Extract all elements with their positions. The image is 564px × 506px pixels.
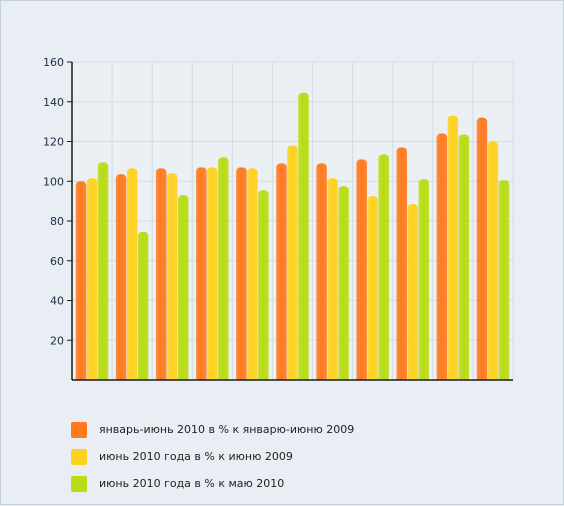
bar-series-1-cat-7	[316, 163, 327, 384]
y-tick-label: 100	[43, 175, 64, 188]
bar-series-3-cat-8	[378, 154, 389, 384]
bar-series-1-cat-3	[155, 168, 167, 384]
bar-series-1-cat-9	[396, 147, 408, 384]
y-tick-label: 160	[43, 56, 64, 69]
bar-series-2-cat-6	[287, 145, 298, 384]
bar-series-3-cat-11	[498, 180, 510, 384]
bar-series-1-cat-5	[236, 167, 247, 384]
legend-item-series-1: январь-июнь 2010 в % к январю-июню 2009	[71, 416, 354, 443]
bar-series-1-cat-2	[115, 174, 127, 384]
bar-series-2-cat-5	[247, 168, 258, 384]
legend-label-series-2: июнь 2010 года в % к июню 2009	[99, 450, 293, 463]
y-tick-label: 80	[50, 215, 64, 228]
bar-series-2-cat-1	[86, 178, 98, 384]
axis-mask	[71, 380, 514, 390]
legend-item-series-3: июнь 2010 года в % к маю 2010	[71, 470, 354, 497]
y-tick-label: 140	[43, 96, 64, 109]
bar-series-3-cat-1	[97, 162, 109, 384]
legend: январь-июнь 2010 в % к январю-июню 2009 …	[71, 416, 354, 497]
bar-series-1-cat-11	[476, 117, 488, 385]
bar-series-2-cat-2	[126, 168, 138, 384]
legend-swatch-series-1	[71, 421, 87, 438]
bar-series-1-cat-6	[276, 163, 287, 384]
legend-label-series-1: январь-июнь 2010 в % к январю-июню 2009	[99, 423, 355, 436]
y-tick-label: 120	[43, 136, 64, 149]
bar-series-2-cat-11	[487, 141, 499, 384]
bar-series-1-cat-4	[196, 167, 207, 384]
bar-series-2-cat-8	[367, 196, 378, 384]
bars	[71, 92, 514, 390]
bar-series-1-cat-10	[436, 133, 448, 384]
legend-swatch-series-2	[71, 448, 87, 465]
bar-series-2-cat-4	[207, 167, 218, 384]
axes	[67, 61, 513, 381]
bar-series-3-cat-3	[177, 195, 189, 384]
bar-series-3-cat-6	[298, 92, 309, 385]
bar-series-2-cat-10	[447, 115, 459, 384]
legend-swatch-series-3	[71, 475, 87, 492]
y-tick-label: 60	[50, 255, 64, 268]
bar-series-1-cat-1	[75, 181, 87, 384]
legend-label-series-3: июнь 2010 года в % к маю 2010	[99, 477, 285, 490]
bar-series-3-cat-10	[458, 134, 470, 384]
bar-series-3-cat-9	[418, 179, 430, 384]
bar-series-2-cat-9	[407, 204, 419, 384]
bar-series-3-cat-5	[258, 190, 269, 384]
bar-series-3-cat-7	[338, 186, 349, 384]
y-tick-label: 20	[50, 334, 64, 347]
y-tick-labels: 20 40 60 80 100 120 140 160	[43, 56, 64, 347]
bar-series-3-cat-2	[137, 231, 149, 384]
bar-series-1-cat-8	[356, 159, 367, 384]
bar-series-2-cat-3	[166, 173, 178, 384]
bar-series-2-cat-7	[327, 178, 338, 384]
bar-series-3-cat-4	[218, 157, 229, 384]
legend-item-series-2: июнь 2010 года в % к июню 2009	[71, 443, 354, 470]
y-tick-label: 40	[50, 295, 64, 308]
